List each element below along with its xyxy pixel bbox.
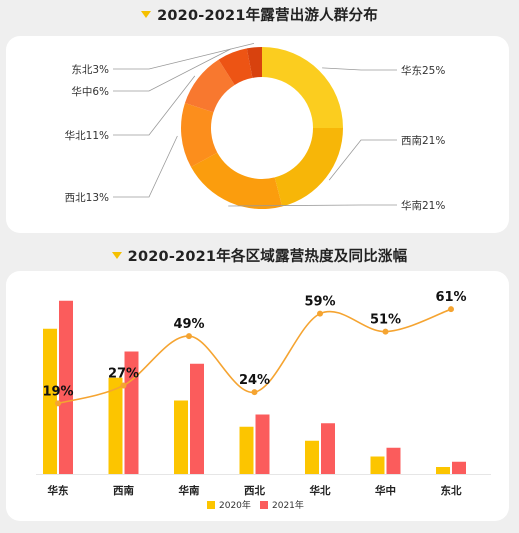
x-tick-label: 西南 [113, 484, 134, 497]
growth-label: 49% [173, 317, 204, 332]
bar-section-title: 2020-2021年各区域露营热度及同比涨幅 [0, 245, 519, 266]
growth-label: 59% [304, 295, 335, 310]
growth-point [448, 306, 454, 313]
growth-point [186, 333, 192, 340]
legend-label-2021: 2021年 [272, 499, 304, 511]
bar-2020 [305, 440, 319, 474]
donut-slice [191, 152, 283, 209]
bar-title-text: 2020-2021年各区域露营热度及同比涨幅 [127, 249, 408, 265]
slice-label: 西北13% [65, 192, 109, 204]
growth-label: 51% [370, 313, 401, 328]
slice-label: 华南21% [401, 199, 445, 212]
x-tick-label: 华中 [375, 484, 396, 497]
leader-line [228, 204, 397, 207]
bar-2020 [43, 328, 57, 474]
growth-point [382, 328, 389, 335]
leader-line [113, 48, 231, 92]
bar-card: 华东 西南 华南 西北 华北 华中 东北 19% 27% 49% 24% 59% 51% 61% 2020年… [6, 271, 509, 521]
growth-label: 61% [435, 290, 466, 305]
x-tick-label: 华东 [48, 484, 69, 497]
growth-point [55, 400, 61, 407]
x-tick-label: 东北 [441, 484, 462, 497]
x-tick-label: 华南 [179, 484, 200, 497]
growth-point [251, 389, 258, 396]
slice-label: 华北11% [65, 129, 109, 142]
donut-slice [181, 102, 218, 168]
bar-2020 [239, 426, 254, 474]
bar-2021 [59, 300, 73, 474]
donut-slice [274, 128, 343, 207]
legend-label-2020: 2020年 [219, 499, 251, 511]
legend-swatch-2021 [260, 501, 268, 509]
slice-label: 东北3% [71, 63, 109, 76]
bar-2020 [436, 467, 450, 474]
slice-label: 华东25% [401, 64, 445, 77]
donut-slice [184, 59, 235, 113]
leader-line [113, 135, 178, 198]
x-tick-label: 西北 [244, 484, 265, 497]
leader-line [328, 139, 397, 181]
bar-2021 [321, 423, 335, 474]
bar-line-chart: 华东 西南 华南 西北 华北 华中 东北 19% 27% 49% 24% 59% 51% 61% 2020年… [36, 290, 491, 511]
x-tick-label: 华北 [310, 484, 331, 497]
bar-2021 [255, 414, 270, 474]
growth-point [120, 382, 127, 389]
donut-section-title: 2020-2021年露营出游人群分布 [0, 4, 519, 25]
donut-card: 华东25% 西南21% 华南21% 西北13% 华北11% 华中6% 东北3% [6, 36, 509, 233]
bar-2021 [386, 447, 401, 474]
bar-2020 [370, 456, 385, 474]
leader-line [113, 75, 196, 136]
triangle-bullet-icon [111, 252, 122, 259]
donut-title-text: 2020-2021年露营出游人群分布 [157, 8, 378, 24]
bar-2020 [108, 377, 123, 474]
donut-slice [262, 47, 343, 128]
bar-2021 [452, 461, 466, 474]
bar-2021 [190, 363, 204, 474]
growth-label: 27% [108, 366, 139, 381]
growth-label: 24% [239, 373, 270, 388]
slice-label: 华中6% [71, 85, 109, 98]
leader-line [113, 42, 255, 70]
donut-slice [218, 48, 253, 85]
triangle-bullet-icon [141, 11, 152, 18]
growth-point [317, 310, 323, 317]
donut-slice [246, 47, 262, 78]
donut-chart: 华东25% 西南21% 华南21% 西北13% 华北11% 华中6% 东北3% [65, 42, 445, 212]
leader-line [322, 67, 397, 71]
growth-label: 19% [42, 384, 73, 399]
slice-label: 西南21% [401, 134, 445, 147]
legend-swatch-2020 [207, 501, 215, 509]
bar-2020 [174, 400, 188, 474]
